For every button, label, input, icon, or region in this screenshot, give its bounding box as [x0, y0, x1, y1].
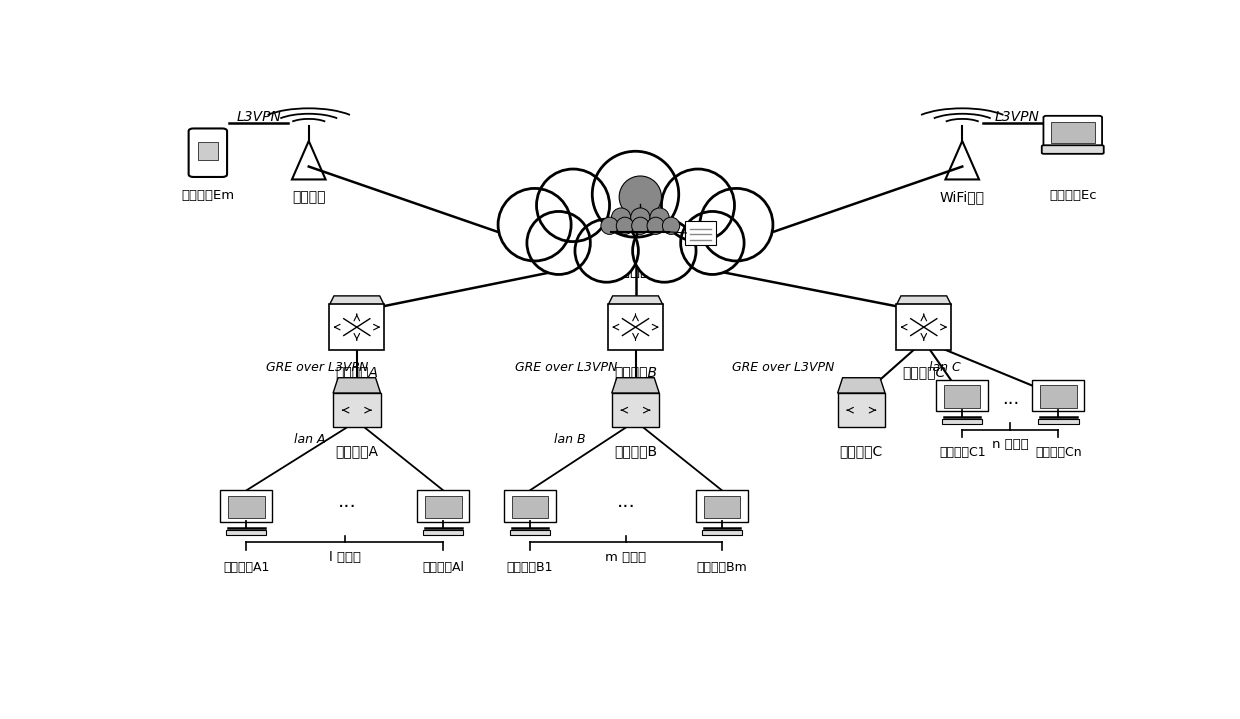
- Text: ...: ...: [616, 492, 635, 511]
- FancyBboxPatch shape: [330, 303, 384, 350]
- Text: 内网主机C1: 内网主机C1: [939, 446, 986, 459]
- Text: lan A: lan A: [294, 433, 326, 446]
- Text: L3VPN: L3VPN: [237, 110, 281, 124]
- Text: 互联网关C: 互联网关C: [839, 444, 883, 459]
- Text: m 台主机: m 台主机: [605, 551, 646, 564]
- Text: GRE over L3VPN: GRE over L3VPN: [732, 361, 835, 374]
- Ellipse shape: [616, 217, 634, 234]
- Text: 智能互联服务S: 智能互联服务S: [600, 261, 671, 279]
- Text: 互联网关B: 互联网关B: [614, 444, 657, 459]
- Ellipse shape: [647, 217, 665, 234]
- Ellipse shape: [601, 217, 619, 234]
- Ellipse shape: [498, 188, 572, 261]
- FancyBboxPatch shape: [1042, 145, 1104, 154]
- Ellipse shape: [662, 217, 680, 234]
- Ellipse shape: [681, 211, 744, 275]
- FancyBboxPatch shape: [1033, 380, 1084, 411]
- Text: 内网主机Cn: 内网主机Cn: [1035, 446, 1081, 459]
- Text: lan C: lan C: [929, 361, 960, 374]
- Ellipse shape: [537, 169, 610, 242]
- Text: 内网主机Al: 内网主机Al: [423, 561, 464, 574]
- FancyBboxPatch shape: [228, 496, 264, 518]
- Text: l 台主机: l 台主机: [329, 551, 361, 564]
- FancyBboxPatch shape: [423, 530, 464, 534]
- FancyBboxPatch shape: [1040, 385, 1076, 408]
- Text: 出口网关A: 出口网关A: [335, 365, 378, 379]
- FancyBboxPatch shape: [611, 393, 660, 427]
- Text: WiFi热点: WiFi热点: [940, 191, 985, 204]
- FancyBboxPatch shape: [188, 129, 227, 177]
- Text: 电脑终端Ec: 电脑终端Ec: [1049, 188, 1096, 202]
- Text: GRE over L3VPN: GRE over L3VPN: [265, 361, 368, 374]
- FancyBboxPatch shape: [608, 303, 663, 350]
- FancyBboxPatch shape: [197, 142, 218, 160]
- FancyBboxPatch shape: [418, 490, 469, 522]
- Text: 移动终端Em: 移动终端Em: [181, 188, 234, 202]
- Text: ...: ...: [337, 492, 357, 511]
- Ellipse shape: [650, 208, 670, 227]
- Text: 出口网关B: 出口网关B: [614, 365, 657, 379]
- FancyBboxPatch shape: [696, 490, 748, 522]
- Polygon shape: [837, 377, 885, 393]
- FancyBboxPatch shape: [512, 496, 548, 518]
- FancyBboxPatch shape: [897, 303, 951, 350]
- Ellipse shape: [593, 151, 678, 237]
- Text: 内网主机B1: 内网主机B1: [506, 561, 553, 574]
- FancyBboxPatch shape: [1050, 122, 1095, 144]
- Ellipse shape: [631, 208, 650, 227]
- Text: GRE over L3VPN: GRE over L3VPN: [516, 361, 618, 374]
- Text: 移动基站: 移动基站: [291, 191, 326, 204]
- FancyBboxPatch shape: [686, 221, 717, 244]
- Ellipse shape: [527, 211, 590, 275]
- Ellipse shape: [632, 219, 696, 283]
- Ellipse shape: [619, 176, 661, 218]
- Text: n 台主机: n 台主机: [992, 438, 1029, 451]
- FancyBboxPatch shape: [425, 496, 461, 518]
- Polygon shape: [334, 377, 381, 393]
- Text: 内网主机A1: 内网主机A1: [223, 561, 269, 574]
- Text: 出口网关C: 出口网关C: [903, 365, 945, 379]
- FancyBboxPatch shape: [837, 393, 885, 427]
- FancyBboxPatch shape: [334, 393, 381, 427]
- Text: L3VPN: L3VPN: [994, 110, 1039, 124]
- Text: 互联网关A: 互联网关A: [335, 444, 378, 459]
- FancyBboxPatch shape: [942, 419, 982, 423]
- FancyBboxPatch shape: [503, 490, 556, 522]
- Ellipse shape: [575, 219, 639, 283]
- Polygon shape: [897, 296, 951, 305]
- FancyBboxPatch shape: [221, 490, 273, 522]
- FancyBboxPatch shape: [702, 530, 743, 534]
- Ellipse shape: [699, 188, 773, 261]
- FancyBboxPatch shape: [1043, 116, 1102, 148]
- Polygon shape: [608, 296, 663, 305]
- Text: ...: ...: [1002, 390, 1019, 408]
- FancyBboxPatch shape: [226, 530, 267, 534]
- Polygon shape: [330, 296, 384, 305]
- FancyBboxPatch shape: [944, 385, 981, 408]
- FancyBboxPatch shape: [510, 530, 551, 534]
- Ellipse shape: [631, 217, 649, 234]
- Polygon shape: [611, 377, 660, 393]
- FancyBboxPatch shape: [704, 496, 740, 518]
- Ellipse shape: [611, 208, 631, 227]
- Ellipse shape: [661, 169, 734, 242]
- FancyBboxPatch shape: [936, 380, 988, 411]
- Text: lan B: lan B: [554, 433, 585, 446]
- Text: 内网主机Bm: 内网主机Bm: [697, 561, 748, 574]
- FancyBboxPatch shape: [1038, 419, 1079, 423]
